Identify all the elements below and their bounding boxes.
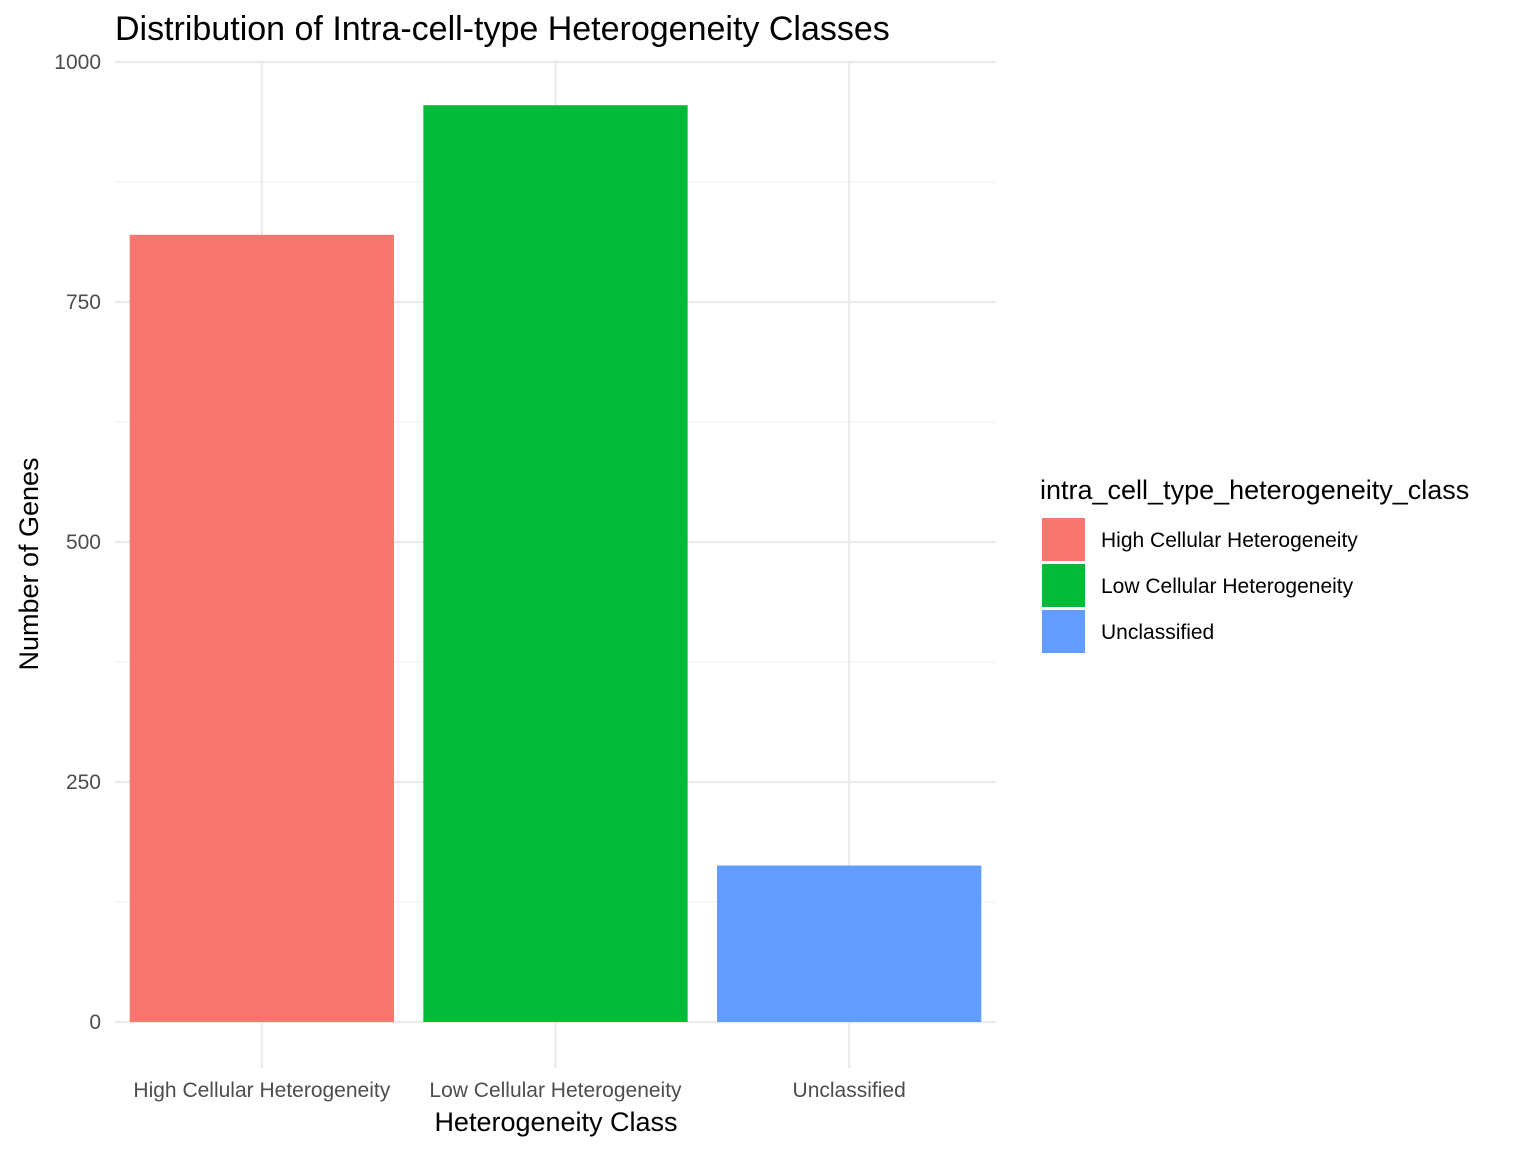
y-axis-title: Number of Genes [14, 457, 44, 670]
legend-key [1042, 518, 1085, 561]
legend-label: Low Cellular Heterogeneity [1101, 575, 1354, 598]
x-tick-label: High Cellular Heterogeneity [133, 1079, 390, 1102]
y-tick-label: 0 [89, 1011, 101, 1034]
y-tick-label: 250 [66, 771, 101, 794]
bar-low-cellular-heterogeneity [423, 105, 688, 1022]
x-tick-label: Unclassified [793, 1079, 906, 1102]
y-tick-label: 750 [66, 291, 101, 314]
legend-key [1042, 564, 1085, 607]
legend: intra_cell_type_heterogeneity_class High… [1040, 475, 1469, 653]
chart-title: Distribution of Intra-cell-type Heteroge… [115, 10, 890, 48]
bars [129, 105, 982, 1023]
legend-title: intra_cell_type_heterogeneity_class [1040, 475, 1469, 505]
y-tick-label: 1000 [54, 51, 101, 74]
legend-label: Unclassified [1101, 621, 1214, 644]
y-tick-label: 500 [66, 531, 101, 554]
x-tick-label: Low Cellular Heterogeneity [429, 1079, 682, 1102]
bar-unclassified [717, 865, 982, 1022]
legend-key [1042, 610, 1085, 653]
bar-high-cellular-heterogeneity [129, 234, 394, 1023]
tick-labels: 0 250 500 750 1000 High Cellular Heterogeneit… [54, 51, 905, 1102]
legend-label: High Cellular Heterogeneity [1101, 529, 1358, 552]
x-axis-title: Heterogeneity Class [434, 1107, 677, 1137]
legend-items: High Cellular Heterogeneity Low Cellular … [1042, 518, 1358, 653]
